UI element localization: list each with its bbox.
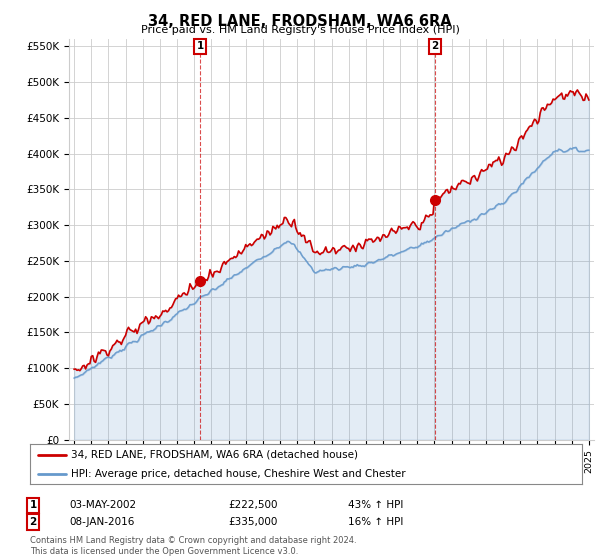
Text: 43% ↑ HPI: 43% ↑ HPI <box>348 500 403 510</box>
Text: 34, RED LANE, FRODSHAM, WA6 6RA (detached house): 34, RED LANE, FRODSHAM, WA6 6RA (detache… <box>71 450 358 460</box>
Text: £335,000: £335,000 <box>228 517 277 527</box>
Text: 2: 2 <box>431 41 439 51</box>
Text: HPI: Average price, detached house, Cheshire West and Chester: HPI: Average price, detached house, Ches… <box>71 469 406 478</box>
Text: Contains HM Land Registry data © Crown copyright and database right 2024.
This d: Contains HM Land Registry data © Crown c… <box>30 536 356 556</box>
Text: 03-MAY-2002: 03-MAY-2002 <box>69 500 136 510</box>
Text: £222,500: £222,500 <box>228 500 277 510</box>
Text: 08-JAN-2016: 08-JAN-2016 <box>69 517 134 527</box>
Text: 1: 1 <box>29 500 37 510</box>
Text: 2: 2 <box>29 517 37 527</box>
Text: 1: 1 <box>197 41 204 51</box>
Text: Price paid vs. HM Land Registry's House Price Index (HPI): Price paid vs. HM Land Registry's House … <box>140 25 460 35</box>
Text: 16% ↑ HPI: 16% ↑ HPI <box>348 517 403 527</box>
Text: 34, RED LANE, FRODSHAM, WA6 6RA: 34, RED LANE, FRODSHAM, WA6 6RA <box>148 14 452 29</box>
